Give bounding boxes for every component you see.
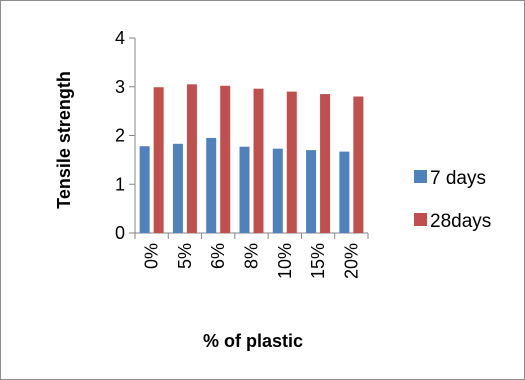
bar-7-days	[339, 151, 350, 233]
y-axis-title: Tensile strength	[54, 71, 74, 209]
x-tick-label: 5%	[175, 243, 195, 269]
y-axis: 0 1 2 3 4	[115, 28, 136, 243]
bar-28days	[320, 94, 331, 233]
bar-7-days	[139, 146, 150, 233]
bar-7-days	[206, 137, 217, 233]
x-tick-label: 0%	[142, 243, 162, 269]
x-tick-label: 15%	[308, 243, 328, 279]
y-tick-label: 0	[115, 223, 125, 243]
x-axis-title: % of plastic	[203, 331, 303, 351]
legend-label: 28days	[430, 211, 491, 232]
x-tick-label: 20%	[341, 243, 361, 279]
x-axis: 0% 5% 6% 8% 10% 15% 20%	[134, 232, 369, 279]
bar-28days	[353, 96, 364, 233]
bar-28days	[286, 91, 297, 233]
bar-28days	[220, 85, 231, 234]
legend-swatch	[414, 213, 427, 226]
bar-7-days	[272, 148, 283, 233]
bar-28days	[253, 88, 264, 233]
legend-label: 7 days	[430, 168, 486, 189]
y-tick-label: 1	[115, 174, 125, 194]
bar-7-days	[306, 150, 317, 233]
y-tick-label: 4	[115, 28, 125, 48]
y-tick-label: 3	[115, 77, 125, 97]
x-tick-label: 8%	[242, 243, 262, 269]
bars	[139, 84, 364, 234]
bar-7-days	[172, 143, 183, 233]
bar-28days	[186, 84, 197, 233]
x-tick-label: 6%	[208, 243, 228, 269]
y-tick-label: 2	[115, 126, 125, 146]
bar-28days	[153, 87, 164, 233]
legend: 7 days 28days	[414, 168, 491, 232]
bar-7-days	[239, 146, 250, 233]
legend-swatch	[414, 170, 427, 183]
x-tick-label: 10%	[275, 243, 295, 279]
